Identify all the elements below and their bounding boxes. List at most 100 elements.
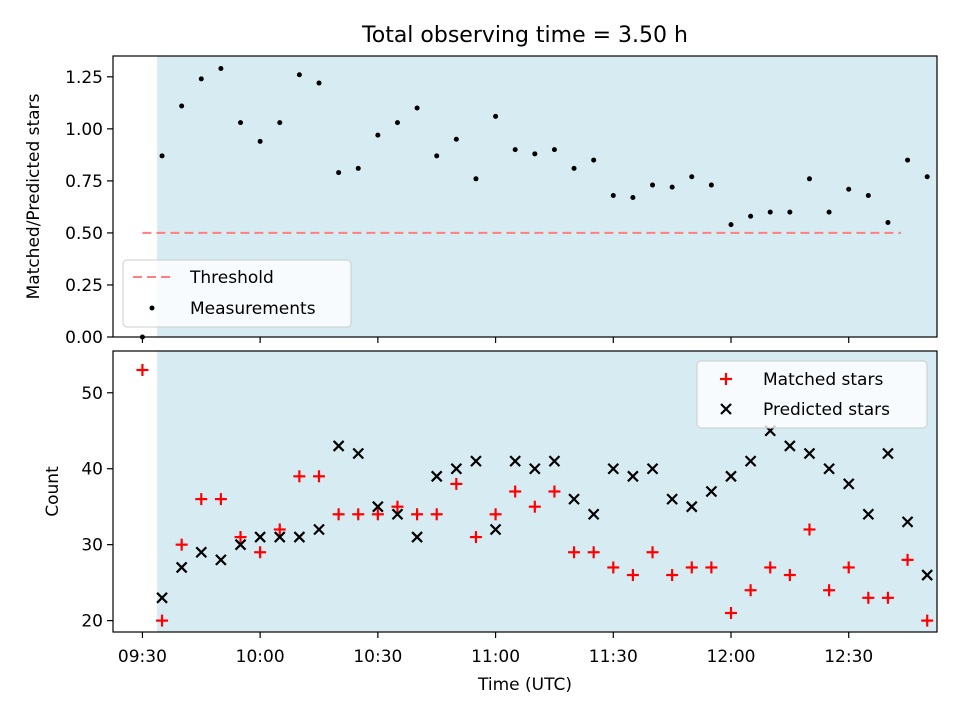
predicted-star-point bbox=[430, 470, 443, 483]
predicted-star-point bbox=[627, 470, 639, 483]
x-tick-label: 11:30 bbox=[589, 647, 638, 667]
bottom-axes-frame bbox=[112, 350, 938, 633]
y-tick-label: 0.50 bbox=[65, 224, 103, 244]
predicted-star-point bbox=[156, 592, 168, 604]
predicted-star-point bbox=[823, 462, 835, 475]
measurement-point bbox=[296, 72, 302, 78]
predicted-star-point bbox=[509, 455, 521, 467]
matched-star-point bbox=[156, 614, 169, 627]
matched-star-point bbox=[411, 508, 424, 521]
predicted-star-point bbox=[313, 523, 325, 536]
matched-star-point bbox=[234, 531, 247, 544]
measurement-point bbox=[689, 174, 695, 180]
matched-star-point bbox=[881, 591, 894, 604]
predicted-star-point bbox=[862, 508, 875, 521]
x-tick-label: 12:30 bbox=[824, 647, 873, 667]
predicted-star-point bbox=[175, 561, 188, 574]
matched-star-point bbox=[862, 591, 875, 604]
matched-star-point bbox=[136, 363, 149, 376]
bottom-legend: Matched stars Predicted stars bbox=[696, 360, 928, 429]
matched-star-point bbox=[175, 538, 188, 551]
matched-star-point bbox=[528, 500, 541, 513]
ratio-panel: 0.00 0.25 0.50 0.75 1.00 1.25 Matched/Predict… bbox=[24, 55, 938, 348]
measurement-point bbox=[179, 103, 185, 109]
measurement-point bbox=[336, 170, 342, 176]
measurements-legend-swatch bbox=[149, 305, 155, 311]
matched-star-point bbox=[489, 508, 502, 521]
matched-star-point bbox=[509, 485, 522, 498]
measurement-point bbox=[610, 192, 616, 198]
matched-star-point bbox=[685, 561, 698, 574]
measurement-point bbox=[551, 147, 557, 153]
predicted-star-point bbox=[234, 538, 247, 551]
predicted-star-point bbox=[842, 478, 855, 490]
measurement-point bbox=[512, 147, 518, 153]
predicted-star-point bbox=[685, 500, 698, 513]
measurement-point bbox=[238, 120, 244, 126]
measurement-point bbox=[806, 176, 812, 182]
measurement-point bbox=[846, 186, 852, 192]
predicted-star-point bbox=[391, 508, 404, 521]
predicted-star-point bbox=[744, 455, 757, 467]
measurement-point bbox=[865, 192, 871, 198]
matched-star-point bbox=[352, 508, 365, 521]
matched-star-point bbox=[901, 553, 914, 566]
measurement-point bbox=[198, 76, 204, 82]
top-x-ticks bbox=[141, 337, 850, 343]
matched-star-point bbox=[626, 569, 639, 582]
bottom-y-axis-label: Count bbox=[43, 466, 63, 517]
predicted-star-point bbox=[784, 440, 796, 452]
matched-star-point bbox=[195, 493, 208, 506]
y-tick-label: 1.25 bbox=[65, 68, 103, 88]
matched-star-point bbox=[450, 477, 463, 490]
measurement-point bbox=[375, 132, 381, 138]
x-tick-label: 10:30 bbox=[353, 647, 402, 667]
matched-star-point bbox=[469, 531, 482, 544]
matched-star-point bbox=[607, 561, 620, 574]
matched-star-point bbox=[803, 523, 816, 536]
measurement-point bbox=[885, 220, 891, 226]
predicted-star-point bbox=[372, 500, 384, 513]
measurement-point bbox=[708, 182, 714, 188]
measurement-point bbox=[257, 138, 263, 144]
measurement-point bbox=[453, 136, 459, 142]
bottom-x-ticks: 09:30 10:00 10:30 11:00 11:30 12:00 12:30 bbox=[118, 632, 873, 667]
predicted-star-point bbox=[470, 455, 482, 467]
predicted-star-point bbox=[803, 447, 816, 460]
measurement-point bbox=[218, 65, 224, 71]
matched-star-point bbox=[548, 485, 561, 498]
predicted-star-point bbox=[293, 531, 306, 543]
predicted-star-point bbox=[215, 554, 227, 566]
measurement-point bbox=[473, 176, 479, 182]
matched-star-point bbox=[705, 561, 718, 574]
measurement-point bbox=[787, 209, 793, 215]
predicted-star-point bbox=[254, 531, 266, 543]
predicted-legend-label: Predicted stars bbox=[763, 400, 890, 420]
measurement-point bbox=[748, 213, 754, 219]
predicted-star-point bbox=[529, 462, 541, 475]
predicted-star-point bbox=[725, 470, 737, 483]
matched-star-point bbox=[783, 569, 796, 582]
measurement-point bbox=[826, 209, 832, 215]
measurement-point bbox=[493, 113, 499, 119]
y-tick-label: 0.00 bbox=[65, 328, 103, 348]
measurement-point bbox=[532, 151, 538, 157]
measurement-point bbox=[434, 153, 440, 159]
predicted-star-point bbox=[587, 508, 600, 521]
y-tick-label: 0.75 bbox=[65, 172, 103, 192]
measurement-point bbox=[355, 165, 361, 171]
matched-legend-label: Matched stars bbox=[763, 370, 883, 390]
predicted-star-point bbox=[548, 455, 561, 467]
predicted-star-point bbox=[352, 447, 365, 460]
matched-star-point bbox=[332, 508, 345, 521]
measurement-point bbox=[159, 153, 165, 159]
threshold-legend-label: Threshold bbox=[189, 268, 274, 288]
matched-stars-points bbox=[136, 363, 934, 627]
predicted-star-point bbox=[332, 440, 345, 452]
measurement-point bbox=[316, 80, 322, 86]
bottom-y-ticks: 20 30 40 50 bbox=[81, 384, 113, 632]
matched-star-point bbox=[430, 508, 443, 521]
measurement-point bbox=[394, 120, 400, 126]
matched-star-point bbox=[214, 493, 227, 506]
